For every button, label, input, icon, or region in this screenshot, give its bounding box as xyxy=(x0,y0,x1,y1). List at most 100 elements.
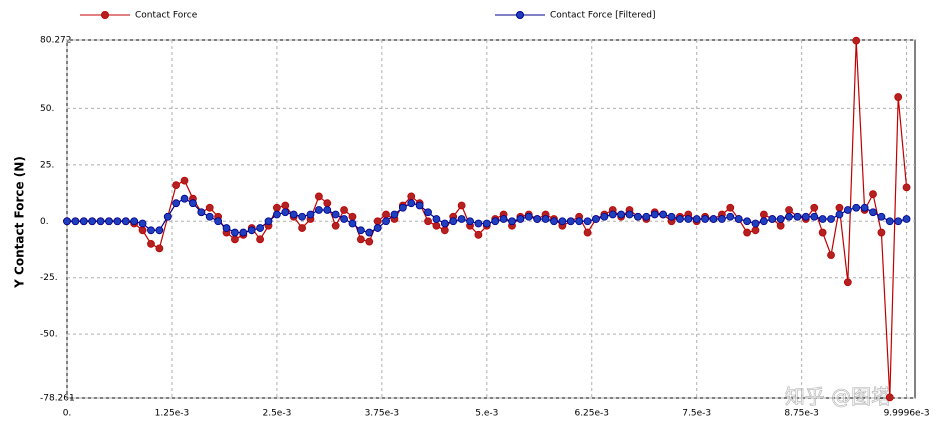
y-tick-label: 50. xyxy=(40,104,54,114)
data-point xyxy=(852,203,861,212)
data-point xyxy=(382,217,390,226)
data-point xyxy=(810,203,819,212)
data-point xyxy=(550,217,558,226)
x-tick-label: 8.75e-3 xyxy=(784,409,819,419)
data-point xyxy=(835,210,844,219)
data-point xyxy=(516,215,525,223)
data-point xyxy=(205,203,214,212)
x-tick-label: 9.9996e-3 xyxy=(884,409,930,419)
data-point xyxy=(415,201,424,210)
data-point xyxy=(314,206,323,214)
data-point xyxy=(885,393,894,402)
data-point xyxy=(365,228,374,237)
data-point xyxy=(256,235,265,244)
data-point xyxy=(625,210,634,219)
data-point xyxy=(155,244,164,253)
data-point xyxy=(449,217,458,226)
legend-marker xyxy=(101,11,109,19)
data-point xyxy=(768,215,777,223)
data-point xyxy=(617,210,626,219)
data-point xyxy=(608,210,617,219)
data-point xyxy=(743,228,751,237)
data-point xyxy=(180,194,189,203)
data-point xyxy=(885,217,894,226)
data-point xyxy=(566,217,575,226)
data-point xyxy=(634,212,642,221)
legend-label: Contact Force [Filtered] xyxy=(550,11,655,21)
data-point xyxy=(583,217,592,226)
data-point xyxy=(239,228,248,237)
legend-label: Contact Force xyxy=(135,11,198,21)
data-point xyxy=(231,235,239,244)
data-point xyxy=(231,228,239,237)
data-point xyxy=(440,219,449,228)
data-point xyxy=(860,203,869,212)
data-point xyxy=(113,217,122,226)
data-point xyxy=(79,217,88,226)
x-tick-label: 6.25e-3 xyxy=(574,409,609,419)
data-point xyxy=(692,215,701,223)
data-point xyxy=(869,208,877,217)
data-point xyxy=(273,210,281,219)
data-point xyxy=(407,192,416,201)
y-axis-label: Y Contact Force (N) xyxy=(13,156,27,289)
data-point xyxy=(776,221,785,230)
data-point xyxy=(205,212,214,221)
data-point xyxy=(684,215,693,223)
data-point xyxy=(902,215,911,223)
data-point xyxy=(726,212,735,221)
data-point xyxy=(701,215,709,223)
data-point xyxy=(298,212,306,221)
data-point xyxy=(314,192,323,201)
data-point xyxy=(650,210,659,219)
data-point xyxy=(575,217,584,226)
data-point xyxy=(583,228,592,237)
data-point xyxy=(667,212,676,221)
data-point xyxy=(508,217,516,226)
y-tick-label: -25. xyxy=(40,273,58,283)
data-point xyxy=(306,210,315,219)
data-point xyxy=(894,217,903,226)
data-point xyxy=(592,215,600,223)
x-tick-label: 3.75e-3 xyxy=(365,409,400,419)
data-point xyxy=(121,217,130,226)
data-point xyxy=(818,228,827,237)
data-point xyxy=(827,251,835,260)
data-point xyxy=(432,221,441,230)
y-tick-label: 80.272 xyxy=(40,36,72,46)
data-point xyxy=(356,226,365,235)
data-point xyxy=(491,217,500,226)
data-point xyxy=(130,217,139,226)
data-point xyxy=(63,217,71,226)
data-point xyxy=(466,217,474,226)
data-point xyxy=(155,226,164,235)
data-point xyxy=(147,239,155,248)
data-point xyxy=(474,219,483,228)
data-point xyxy=(323,206,332,214)
y-tick-label: 0. xyxy=(40,217,49,227)
data-point xyxy=(869,190,877,199)
data-point xyxy=(440,226,449,235)
data-point xyxy=(356,235,365,244)
x-tick-label: 0. xyxy=(63,409,72,419)
data-point xyxy=(172,199,181,208)
y-tick-label: -78.261 xyxy=(40,394,75,404)
data-point xyxy=(457,201,466,210)
data-point xyxy=(810,212,819,221)
data-point xyxy=(457,215,466,223)
data-point xyxy=(289,210,298,219)
data-point xyxy=(348,212,357,221)
data-point xyxy=(600,212,609,221)
data-point xyxy=(163,212,172,221)
data-point xyxy=(793,212,802,221)
data-point xyxy=(264,217,273,226)
data-point xyxy=(482,219,491,228)
data-point xyxy=(751,219,760,228)
data-point xyxy=(717,215,726,223)
data-point xyxy=(247,226,256,235)
data-point xyxy=(88,217,97,226)
data-point xyxy=(189,199,197,208)
data-point xyxy=(424,208,432,217)
data-point xyxy=(902,183,911,192)
